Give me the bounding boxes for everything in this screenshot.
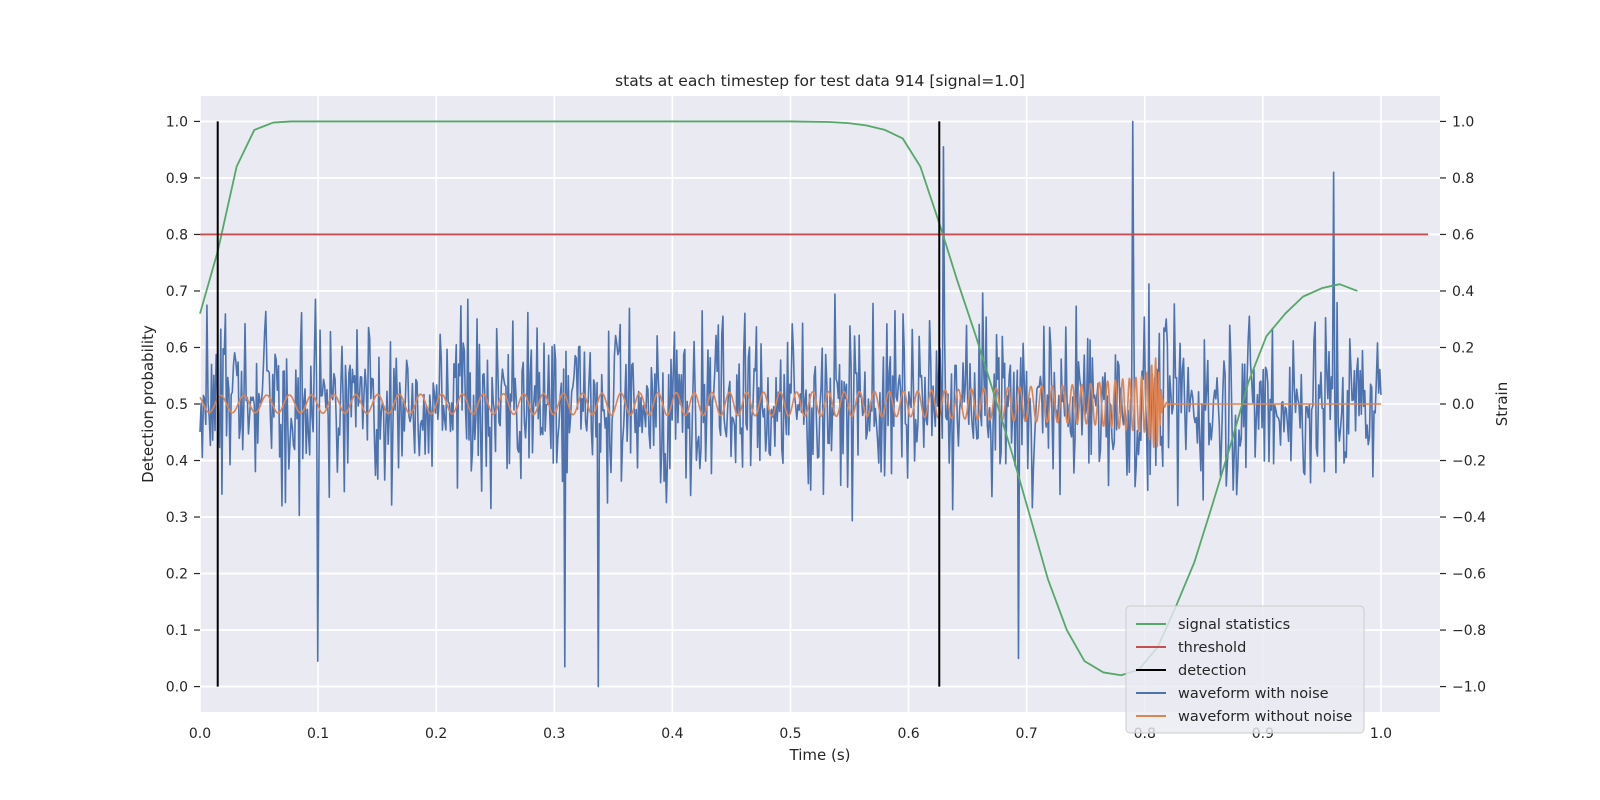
y-tick-label-left: 0.0 [166,680,188,696]
y-tick-label-left: 0.8 [166,227,188,243]
legend-label: threshold [1178,640,1246,656]
legend-label: waveform with noise [1178,686,1329,702]
y-tick-label-right: 0.0 [1452,397,1474,413]
y-tick-label-left: 0.1 [166,623,188,639]
x-tick-label: 0.5 [779,726,801,742]
series-waveform-without-noise [199,357,1382,448]
y-tick-label-left: 0.6 [166,340,188,356]
x-tick-label: 0.3 [543,726,565,742]
y-tick-label-left: 0.4 [166,454,188,470]
y-tick-label-right: −0.8 [1452,623,1486,639]
y-axis-title-right: Strain [1493,382,1511,426]
x-axis-title: Time (s) [789,746,851,764]
y-tick-label-right: 0.2 [1452,340,1474,356]
series-layer [199,120,1429,688]
y-tick-label-right: 1.0 [1452,114,1474,130]
y-tick-label-right: 0.6 [1452,227,1474,243]
series-signal-statistics [199,120,1358,677]
legend-box [1125,605,1365,734]
legend-label: detection [1178,663,1246,679]
y-tick-label-left: 0.3 [166,510,188,526]
y-tick-label-left: 1.0 [166,114,188,130]
x-tick-label: 0.1 [307,726,329,742]
x-tick-label: 1.0 [1370,726,1392,742]
series-waveform-with-noise [199,120,1382,688]
y-tick-label-right: 0.4 [1452,284,1474,300]
y-tick-label-right: −0.4 [1452,510,1486,526]
y-tick-label-right: −0.2 [1452,454,1486,470]
ticks: 0.0 0.1 0.2 0.3 0.4 0.5 0.6 0.7 0.8 0.9 1.0 0.0 0.1 0… [166,114,1486,742]
chart-title: stats at each timestep for test data 914… [615,72,1025,90]
x-tick-label: 0.0 [189,726,211,742]
x-tick-label: 0.6 [897,726,919,742]
y-tick-label-right: 0.8 [1452,171,1474,187]
legend-label: signal statistics [1178,617,1290,633]
y-axis-title-left: Detection probability [139,325,157,483]
y-tick-label-left: 0.2 [166,567,188,583]
x-tick-label: 0.2 [425,726,447,742]
x-tick-label: 0.4 [661,726,683,742]
y-tick-label-left: 0.9 [166,171,188,187]
y-tick-label-left: 0.7 [166,284,188,300]
y-tick-label-right: −1.0 [1452,680,1486,696]
y-tick-label-right: −0.6 [1452,567,1486,583]
x-tick-label: 0.7 [1016,726,1038,742]
legend: signal statistics threshold detection wavef… [1125,605,1365,734]
y-tick-label-left: 0.5 [166,397,188,413]
legend-label: waveform without noise [1178,709,1352,725]
